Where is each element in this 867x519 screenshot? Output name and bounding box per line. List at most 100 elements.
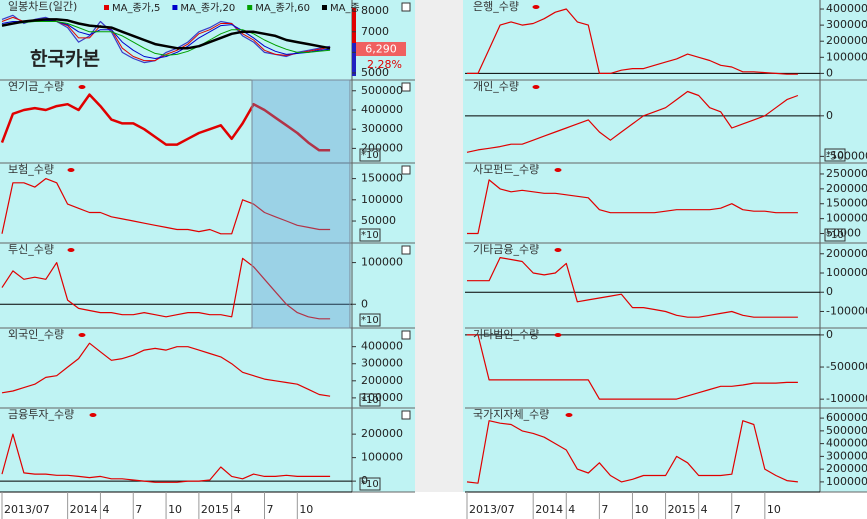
note-box	[359, 228, 381, 242]
x-tick-label: 4	[234, 503, 241, 516]
y-tick-label: 50000	[826, 227, 861, 240]
quantity-line	[1, 178, 331, 235]
left-pane	[0, 0, 415, 492]
legend-label: MA_종	[330, 2, 360, 14]
note: *10	[361, 230, 379, 241]
x-tick-label: 7	[601, 503, 608, 516]
note-box	[359, 393, 381, 407]
price-bar-down	[352, 43, 356, 76]
panel-title: 연기금_수량	[8, 80, 64, 93]
y-tick-label: -10000000	[826, 392, 867, 405]
selection-overlay	[251, 79, 351, 329]
quantity-line	[1, 257, 331, 320]
y-tick-label: 0	[361, 474, 368, 487]
x-tick-label: 2015	[201, 503, 229, 516]
legend-swatch	[321, 5, 327, 10]
x-tick-label: 7	[734, 503, 741, 516]
y-tick-label: -5000000	[826, 360, 867, 373]
x-tick-label: 10	[168, 503, 182, 516]
x-tick-label: 4	[701, 503, 708, 516]
y-tick-label: 100000	[361, 451, 403, 464]
divider	[415, 0, 463, 492]
close-button[interactable]	[401, 245, 411, 255]
panel-title: 사모펀드_수량	[473, 163, 539, 176]
panel-title: 은행_수량	[473, 0, 519, 13]
x-tick-label: 10	[767, 503, 781, 516]
note: *10	[361, 315, 379, 326]
note: *10	[826, 150, 844, 161]
y-tick-label: 300000	[826, 18, 867, 31]
quantity-line	[466, 90, 799, 153]
title-marker	[78, 85, 86, 89]
y-tick-label: 500000	[826, 424, 867, 437]
right-pane	[463, 0, 867, 492]
title-marker	[89, 413, 97, 417]
panel-title: 개인_수량	[473, 80, 519, 93]
y-tick-label: 200000	[826, 247, 867, 260]
note: *10	[361, 150, 379, 161]
x-tick-label: 2014	[70, 503, 98, 516]
change-label: 2.28%	[367, 58, 402, 71]
legend-label: MA_종가,5	[112, 2, 160, 14]
quantity-line	[1, 433, 331, 483]
y-tick-label: 200000	[361, 141, 403, 154]
note-box	[359, 148, 381, 162]
y-tick-label: 400000	[361, 340, 403, 353]
note-box	[824, 228, 846, 242]
ma-line	[1, 21, 331, 56]
close-button[interactable]	[401, 82, 411, 92]
legend-label: MA_종가,60	[255, 2, 310, 14]
y-tick-label: 300000	[361, 357, 403, 370]
note: *10	[361, 395, 379, 406]
y-tick-label: 0	[826, 285, 833, 298]
title-marker	[565, 413, 573, 417]
x-tick-label: 4	[102, 503, 109, 516]
title-marker	[532, 85, 540, 89]
y-tick-label: 5000	[361, 66, 389, 79]
x-tick-label: 4	[568, 503, 575, 516]
note: *10	[826, 230, 844, 241]
y-tick-label: 250000	[826, 167, 867, 180]
title-marker	[554, 333, 562, 337]
close-button[interactable]	[401, 410, 411, 420]
y-tick-label: -500000	[826, 149, 867, 162]
close-button[interactable]	[401, 330, 411, 340]
y-tick-label: 100000	[826, 50, 867, 63]
price-box	[356, 42, 406, 56]
quantity-line	[467, 179, 798, 235]
legend-swatch	[104, 5, 109, 10]
x-tick-label: 10	[634, 503, 648, 516]
panel-title: 기타금융_수량	[473, 243, 539, 256]
close-button[interactable]	[401, 165, 411, 175]
title-marker	[67, 248, 75, 252]
title-marker	[532, 5, 540, 9]
y-tick-label: 0	[826, 328, 833, 341]
x-tick-label: 10	[299, 503, 313, 516]
y-tick-label: 200000	[826, 182, 867, 195]
y-tick-label: 200000	[361, 374, 403, 387]
y-tick-label: 500000	[361, 84, 403, 97]
y-tick-label: 400000	[826, 437, 867, 450]
panel-title: 기타법인_수량	[473, 328, 539, 341]
panel-title: 일봉차트(일간)	[8, 0, 77, 13]
y-tick-label: 0	[826, 66, 833, 79]
legend-swatch	[247, 5, 253, 10]
y-tick-label: -100000	[826, 304, 867, 317]
panel-title: 금융투자_수량	[8, 408, 74, 421]
stock-name: 한국카본	[30, 48, 100, 70]
quantity-line	[467, 334, 798, 400]
x-tick-label: 7	[267, 503, 274, 516]
note-box	[359, 313, 381, 327]
x-tick-label: 2013/07	[469, 503, 515, 516]
y-tick-label: 600000	[826, 411, 867, 424]
y-tick-label: 150000	[826, 197, 867, 210]
y-tick-label: 100000	[361, 193, 403, 206]
note-box	[359, 477, 381, 491]
close-button[interactable]	[401, 2, 411, 12]
y-tick-label: 100000	[826, 266, 867, 279]
y-tick-label: 100000	[361, 256, 403, 269]
panel-title: 외국인_수량	[8, 328, 64, 341]
y-tick-label: 300000	[361, 122, 403, 135]
x-tick-label: 7	[135, 503, 142, 516]
